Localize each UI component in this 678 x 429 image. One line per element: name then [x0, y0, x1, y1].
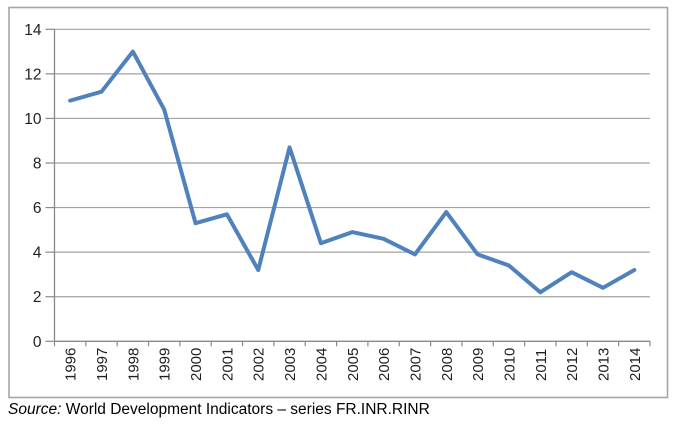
source-prefix: Source:: [8, 401, 62, 418]
y-tick-label-2: 2: [33, 289, 42, 306]
y-axis-labels: 0 2 4 6 8 10 12 14: [24, 22, 42, 351]
x-tick-label-2012: 2012: [564, 348, 581, 381]
x-tick-label-1997: 1997: [94, 348, 111, 381]
x-tick-label-2003: 2003: [282, 348, 299, 381]
y-tick-label-0: 0: [33, 334, 42, 351]
figure-border: [8, 6, 669, 399]
x-tick-label-2006: 2006: [376, 348, 393, 381]
x-tick-label-2004: 2004: [313, 348, 330, 381]
x-tick-label-2002: 2002: [251, 348, 268, 381]
x-tick-label-2000: 2000: [188, 348, 205, 381]
x-tick-label-2005: 2005: [345, 348, 362, 381]
y-tick-label-10: 10: [24, 111, 42, 128]
x-tick-label-2010: 2010: [501, 348, 518, 381]
source-note: Source: World Development Indicators – s…: [8, 401, 430, 419]
x-tick-label-2008: 2008: [439, 348, 456, 381]
x-tick-label-2001: 2001: [219, 348, 236, 381]
x-tick-label-2007: 2007: [407, 348, 424, 381]
y-tick-label-12: 12: [24, 66, 41, 83]
tick-marks: [45, 28, 651, 347]
series-line-FR.INR.RINR: [68, 49, 637, 295]
y-tick-label-6: 6: [33, 200, 42, 217]
source-text: World Development Indicators – series FR…: [61, 401, 430, 418]
y-tick-label-4: 4: [33, 245, 42, 262]
y-tick-label-8: 8: [33, 156, 42, 173]
x-tick-label-1999: 1999: [157, 348, 174, 381]
x-tick-label-2009: 2009: [470, 348, 487, 381]
axes: [53, 29, 650, 342]
x-axis-labels: 1996 1997 1998 1999 2000 2001 2002 2003 2004 2005…: [63, 348, 644, 381]
data-series: [68, 49, 637, 295]
gridlines: [54, 28, 650, 298]
x-tick-label-2011: 2011: [533, 349, 550, 381]
x-tick-label-2014: 2014: [627, 348, 644, 381]
x-tick-label-1996: 1996: [63, 348, 80, 381]
x-tick-label-2013: 2013: [595, 348, 612, 381]
y-tick-label-14: 14: [24, 22, 42, 39]
x-tick-label-1998: 1998: [125, 348, 142, 381]
